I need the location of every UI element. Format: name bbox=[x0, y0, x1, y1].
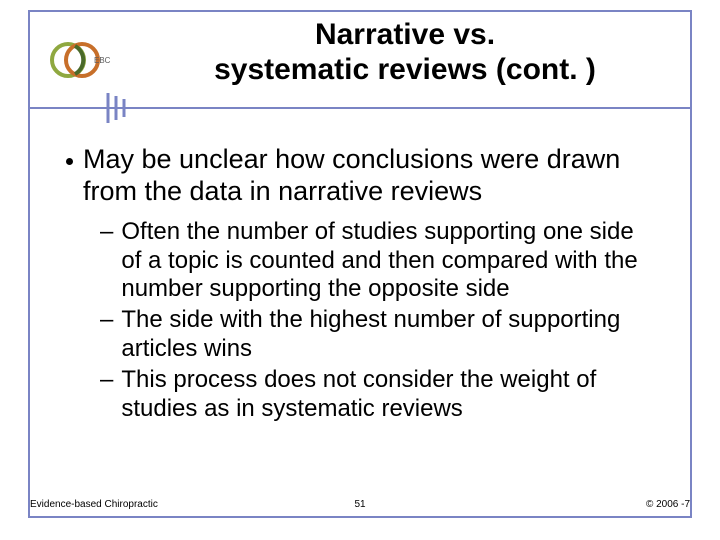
slide-frame: EBC Narrative vs. systematic reviews (co… bbox=[28, 10, 692, 518]
main-bullet-text: May be unclear how conclusions were draw… bbox=[83, 144, 660, 208]
header-divider bbox=[30, 93, 690, 128]
slide-header: EBC Narrative vs. systematic reviews (co… bbox=[30, 12, 690, 128]
slide-footer: Evidence-based Chiropractic 51 © 2006 -7 bbox=[30, 499, 690, 510]
title-line-1: Narrative vs. bbox=[315, 18, 495, 51]
sub-bullet: – This process does not consider the wei… bbox=[100, 366, 660, 424]
sub-bullet-text: The side with the highest number of supp… bbox=[121, 306, 660, 364]
footer-left: Evidence-based Chiropractic bbox=[30, 499, 158, 510]
sub-bullet-text: Often the number of studies supporting o… bbox=[121, 218, 660, 304]
slide-title: Narrative vs. systematic reviews (cont. … bbox=[160, 18, 650, 87]
slide-body: May be unclear how conclusions were draw… bbox=[30, 128, 690, 435]
sub-bullet-list: – Often the number of studies supporting… bbox=[100, 218, 660, 424]
logo-label-text: EBC bbox=[94, 56, 111, 65]
sub-bullet: – The side with the highest number of su… bbox=[100, 306, 660, 364]
dash-icon: – bbox=[100, 218, 113, 247]
bullet-dot-icon bbox=[66, 158, 73, 165]
ebc-logo: EBC bbox=[48, 38, 114, 87]
sub-bullet-text: This process does not consider the weigh… bbox=[121, 366, 660, 424]
footer-page-number: 51 bbox=[354, 499, 365, 510]
title-line-2: systematic reviews (cont. ) bbox=[214, 53, 596, 86]
sub-bullet: – Often the number of studies supporting… bbox=[100, 218, 660, 304]
dash-icon: – bbox=[100, 366, 113, 395]
footer-copyright: © 2006 -7 bbox=[646, 499, 690, 510]
dash-icon: – bbox=[100, 306, 113, 335]
main-bullet: May be unclear how conclusions were draw… bbox=[66, 144, 660, 208]
